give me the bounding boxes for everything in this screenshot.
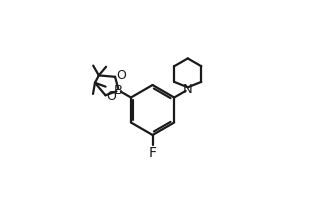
Text: F: F [149, 146, 156, 160]
Text: O: O [116, 70, 126, 82]
Text: O: O [106, 90, 116, 103]
Text: N: N [183, 83, 193, 96]
Text: B: B [114, 84, 123, 97]
